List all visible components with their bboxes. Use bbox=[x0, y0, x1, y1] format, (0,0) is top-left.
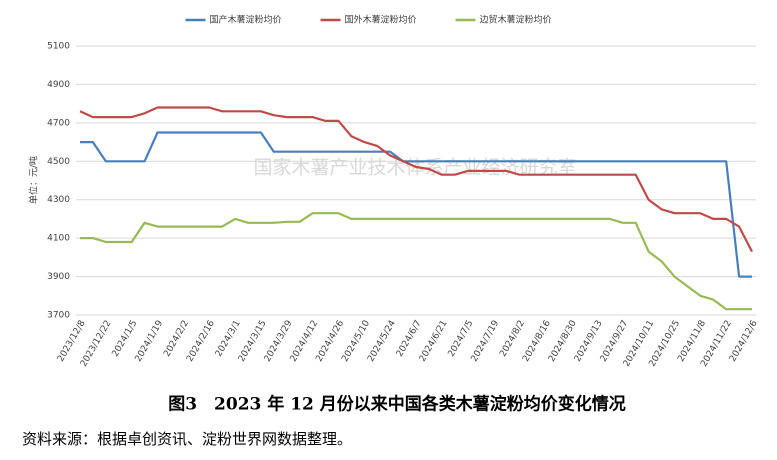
y-tick-label: 3700 bbox=[47, 311, 70, 321]
legend-label: 边贸木薯淀粉均价 bbox=[480, 14, 552, 26]
series-line bbox=[79, 106, 753, 253]
x-tick-label: 2024/8/2 bbox=[498, 319, 527, 359]
y-tick-label: 3900 bbox=[47, 272, 70, 282]
y-tick-label: 4900 bbox=[47, 80, 70, 90]
x-tick-label: 2024/6/7 bbox=[395, 319, 424, 359]
y-tick-label: 4700 bbox=[47, 118, 70, 128]
source: 资料来源：根据卓创资讯、淀粉世界网数据整理。 bbox=[22, 430, 352, 448]
y-tick-label: 4100 bbox=[47, 234, 70, 244]
y-tick-label: 5100 bbox=[47, 42, 70, 52]
x-tick-label: 2024/7/5 bbox=[447, 319, 476, 359]
x-tick-label: 2024/1/5 bbox=[111, 319, 140, 359]
series-line bbox=[80, 212, 752, 311]
series-line bbox=[80, 131, 752, 278]
y-tick-label: 4500 bbox=[47, 157, 70, 167]
x-tick-label: 2024/2/2 bbox=[162, 319, 191, 359]
y-tick-label: 4300 bbox=[47, 195, 70, 205]
x-tick-label: 2024/3/1 bbox=[214, 319, 243, 359]
legend-label: 国产木薯淀粉均价 bbox=[210, 14, 282, 26]
caption: 图3 2023 年 12 月份以来中国各类木薯淀粉均价变化情况 bbox=[168, 394, 626, 415]
y-axis-label: 单位：元/吨 bbox=[28, 156, 40, 204]
legend-label: 国外木薯淀粉均价 bbox=[345, 14, 417, 26]
